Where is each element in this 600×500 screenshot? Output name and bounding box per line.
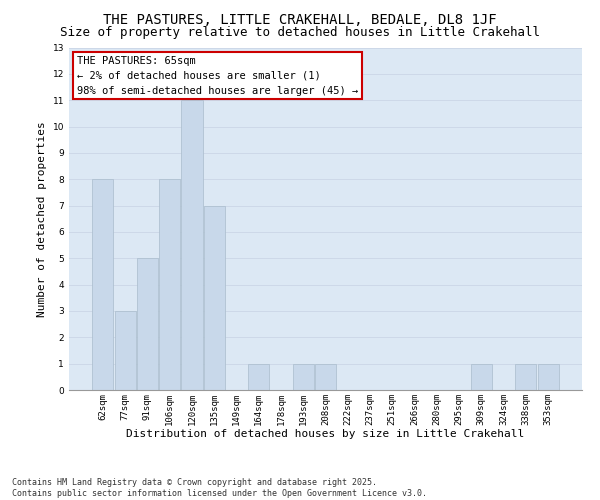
Bar	[203, 206, 225, 390]
X-axis label: Distribution of detached houses by size in Little Crakehall: Distribution of detached houses by size …	[127, 429, 524, 439]
Bar	[92, 179, 113, 390]
Bar	[137, 258, 158, 390]
Bar	[181, 100, 203, 390]
Text: THE PASTURES: 65sqm
← 2% of detached houses are smaller (1)
98% of semi-detached: THE PASTURES: 65sqm ← 2% of detached hou…	[77, 56, 358, 96]
Bar	[315, 364, 336, 390]
Bar	[538, 364, 559, 390]
Text: THE PASTURES, LITTLE CRAKEHALL, BEDALE, DL8 1JF: THE PASTURES, LITTLE CRAKEHALL, BEDALE, …	[103, 12, 497, 26]
Text: Contains HM Land Registry data © Crown copyright and database right 2025.
Contai: Contains HM Land Registry data © Crown c…	[12, 478, 427, 498]
Text: Size of property relative to detached houses in Little Crakehall: Size of property relative to detached ho…	[60, 26, 540, 39]
Bar	[248, 364, 269, 390]
Bar	[515, 364, 536, 390]
Bar	[293, 364, 314, 390]
Y-axis label: Number of detached properties: Number of detached properties	[37, 121, 47, 316]
Bar	[115, 311, 136, 390]
Bar	[471, 364, 492, 390]
Bar	[159, 179, 180, 390]
